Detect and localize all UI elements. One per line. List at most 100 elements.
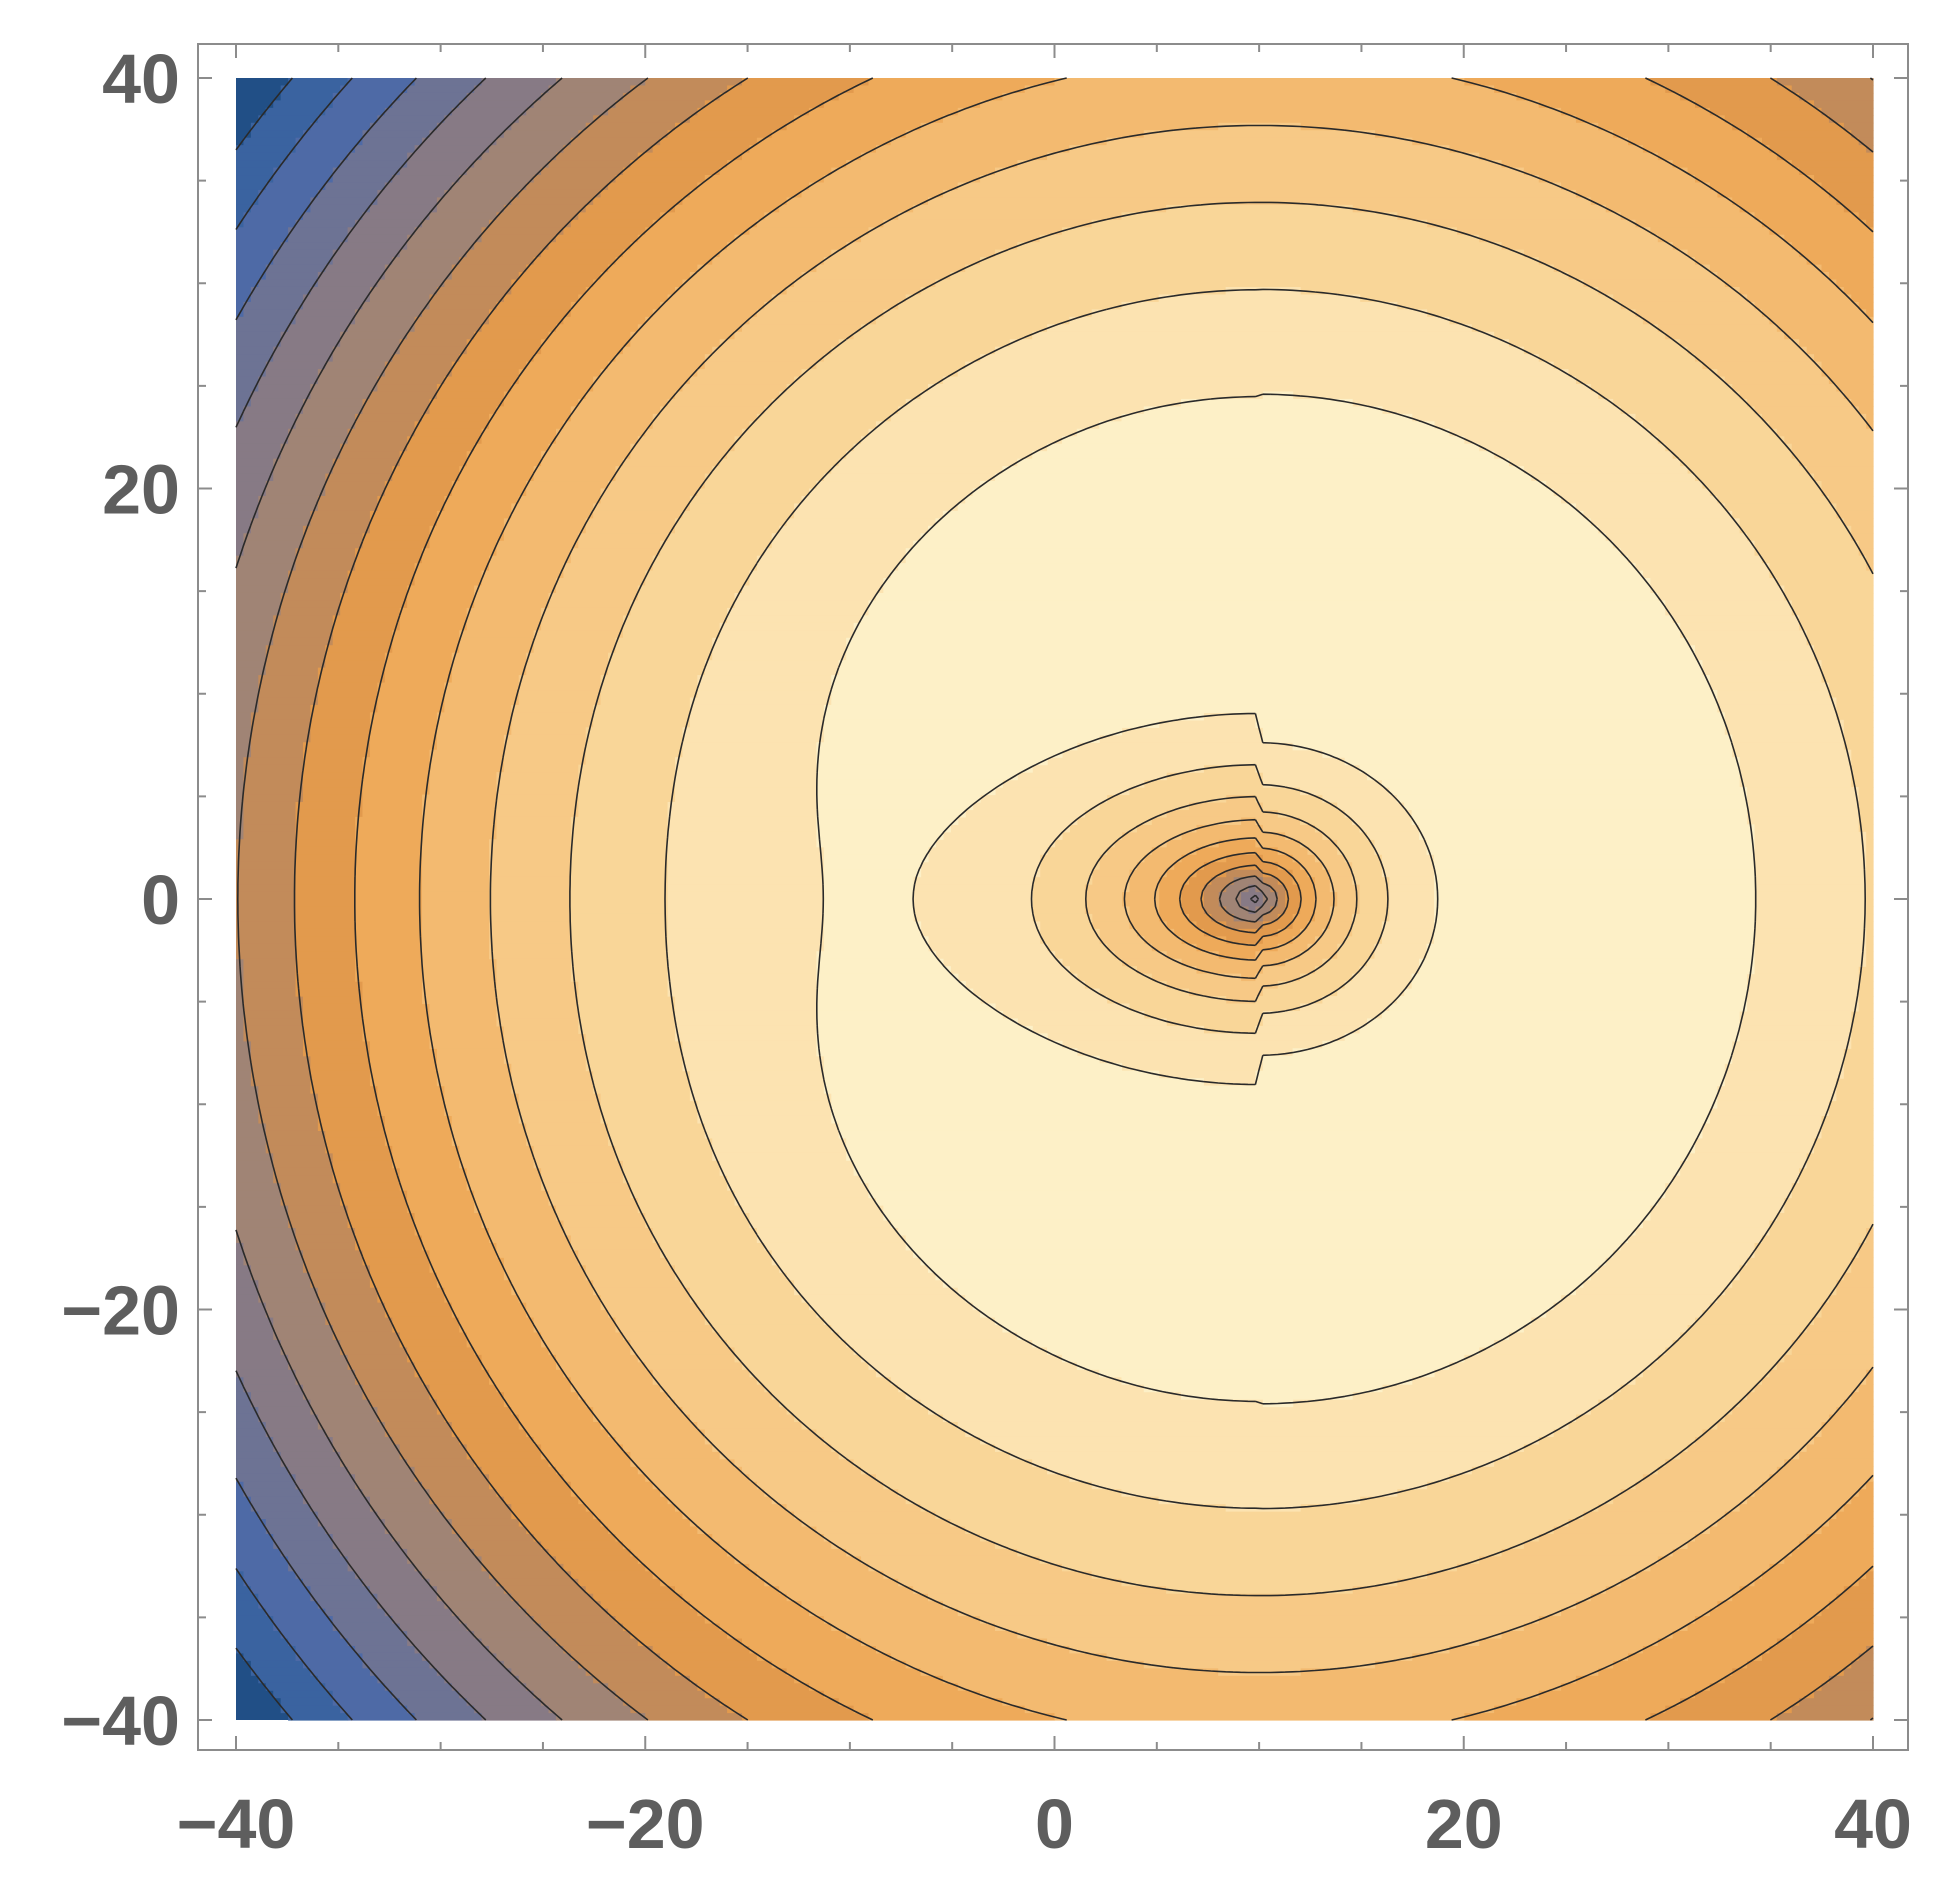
contour-cell <box>1493 1458 1666 1467</box>
contour-cell <box>1858 1249 1874 1258</box>
contour-cell <box>712 637 847 646</box>
contour-cell <box>868 1563 1063 1572</box>
contour-cell <box>250 525 304 534</box>
contour-cell <box>273 1533 334 1542</box>
contour-cell <box>1701 667 1822 676</box>
contour-cell <box>1493 331 1666 340</box>
contour-cell <box>273 346 334 355</box>
contour-cell <box>868 428 1078 437</box>
contour-cell <box>258 1413 319 1423</box>
contour-cell <box>236 1518 267 1527</box>
contour-cell <box>1047 152 1480 161</box>
contour-cell <box>689 712 825 721</box>
contour-cell <box>288 227 349 236</box>
contour-cell <box>295 854 356 863</box>
contour-cell <box>1270 906 1286 915</box>
contour-cell <box>369 749 431 758</box>
contour-cell <box>600 1518 691 1527</box>
contour-cell <box>1806 637 1874 646</box>
contour-cell <box>1352 921 1383 930</box>
contour-cell <box>1247 884 1256 893</box>
contour-cell <box>853 1705 1026 1714</box>
contour-cell <box>1783 1197 1874 1206</box>
contour-cell <box>1329 913 1353 922</box>
contour-cell <box>466 249 542 258</box>
contour-cell <box>1277 899 1286 908</box>
contour-cell <box>555 234 639 243</box>
contour-cell <box>1121 831 1182 840</box>
contour-cell <box>1783 331 1874 340</box>
contour-cell <box>749 1219 892 1228</box>
contour-cell <box>1858 816 1874 825</box>
contour-cell <box>325 660 386 669</box>
contour-cell <box>436 1585 505 1594</box>
contour-cell <box>451 1137 527 1146</box>
contour-cell <box>898 406 1145 415</box>
contour-cell <box>362 1578 431 1587</box>
contour-cell <box>652 421 751 430</box>
contour-cell <box>585 1033 676 1042</box>
contour-cell <box>883 585 1651 594</box>
contour-cell <box>236 294 252 303</box>
contour-cell <box>280 1346 341 1355</box>
contour-cell <box>317 1093 378 1102</box>
contour-cell <box>317 503 378 512</box>
contour-cell <box>942 831 1063 840</box>
contour-cell <box>422 1376 490 1385</box>
contour-cell <box>436 742 505 751</box>
contour-cell <box>236 197 259 206</box>
contour-cell <box>1322 794 1398 803</box>
contour-cell <box>355 824 423 833</box>
contour-cell <box>1649 1205 1785 1214</box>
contour-cell <box>1694 473 1815 482</box>
contour-cell <box>1017 242 1502 251</box>
contour-cell <box>503 294 579 303</box>
contour-cell <box>1835 197 1874 206</box>
contour-cell <box>608 182 698 191</box>
contour-cell <box>1567 272 1718 281</box>
contour-cell <box>340 1190 408 1199</box>
contour-cell <box>1396 794 1748 803</box>
contour-cell <box>273 630 334 639</box>
contour-cell <box>1620 212 1755 221</box>
contour-cell <box>1054 951 1115 960</box>
contour-cell <box>965 809 1085 818</box>
contour-cell <box>265 1608 326 1617</box>
contour-cell <box>265 182 326 191</box>
contour-cell <box>236 1025 245 1034</box>
contour-cell <box>741 152 862 161</box>
contour-cell <box>1709 264 1822 273</box>
contour-cell <box>526 264 609 273</box>
contour-cell <box>1255 816 1301 825</box>
contour-cell <box>1106 846 1152 855</box>
contour-cell <box>302 794 364 803</box>
contour-cell <box>518 1518 602 1527</box>
contour-cell <box>1285 884 1301 893</box>
contour-cell <box>362 398 431 407</box>
contour-cell <box>831 1093 1718 1102</box>
contour-cell <box>1731 1406 1837 1415</box>
contour-cell <box>1262 869 1294 878</box>
contour-cell <box>377 704 445 714</box>
contour-cell <box>236 667 267 676</box>
contour-cell <box>1456 1563 1651 1572</box>
contour-cell <box>1553 488 1710 497</box>
contour-cell <box>295 869 356 878</box>
contour-cell <box>1590 518 1740 527</box>
contour-cell <box>1858 1003 1874 1012</box>
contour-cell <box>1173 861 1204 870</box>
contour-cell <box>236 1525 267 1535</box>
contour-cell <box>236 1302 267 1311</box>
contour-cell <box>704 1436 825 1445</box>
contour-cell <box>1724 719 1844 728</box>
contour-cell <box>645 428 743 437</box>
contour-cell <box>1433 1369 1643 1378</box>
contour-cell <box>816 742 1078 751</box>
contour-cell <box>526 107 609 116</box>
contour-cell <box>1262 913 1279 922</box>
contour-cell <box>273 257 334 266</box>
contour-cell <box>236 316 297 325</box>
contour-cell <box>1657 1197 1785 1206</box>
contour-cell <box>1307 869 1331 878</box>
contour-cell <box>816 1048 1078 1057</box>
